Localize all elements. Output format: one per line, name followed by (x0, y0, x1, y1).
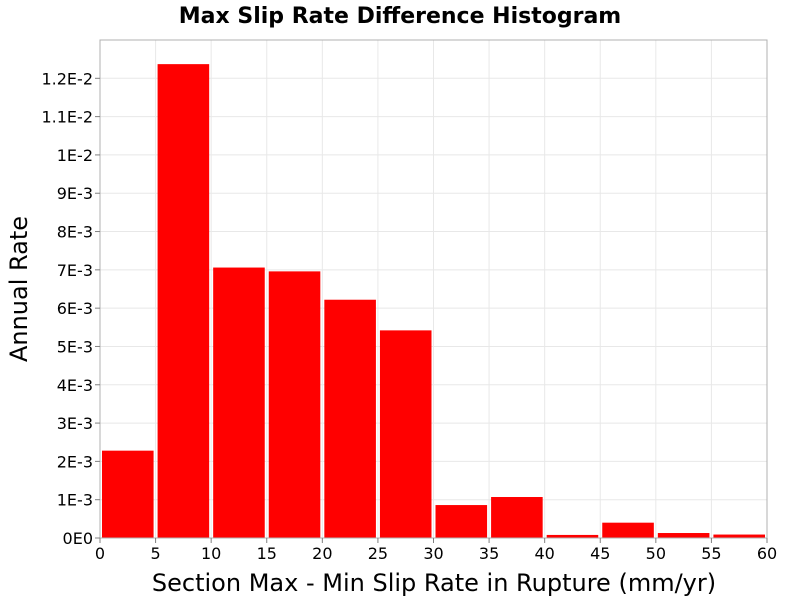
x-tick-label: 30 (423, 544, 443, 563)
histogram-bar (435, 505, 488, 538)
y-tick-label: 7E-3 (57, 261, 93, 280)
y-tick-label: 1E-3 (57, 491, 93, 510)
y-tick-label: 4E-3 (57, 376, 93, 395)
x-tick-label: 55 (701, 544, 721, 563)
x-tick-label: 5 (150, 544, 160, 563)
histogram-bar (213, 267, 265, 538)
y-tick-label: 3E-3 (57, 414, 93, 433)
x-tick-label: 20 (312, 544, 332, 563)
y-axis-label: Annual Rate (5, 216, 33, 362)
x-tick-label: 10 (201, 544, 221, 563)
histogram-bar (602, 522, 654, 538)
histogram-bar (324, 299, 376, 538)
y-tick-label: 1.1E-2 (41, 108, 93, 127)
chart-title: Max Slip Rate Difference Histogram (179, 4, 621, 29)
y-tick-label: 6E-3 (57, 299, 93, 318)
y-axis-ticks: 0E0 1E-3 2E-3 3E-3 4E-3 5E-3 6E-3 7E-3 8E-3 9E-3 1… (41, 69, 100, 548)
x-tick-label: 45 (590, 544, 610, 563)
histogram-bar (713, 534, 765, 538)
histogram-bar (102, 450, 154, 538)
y-tick-label: 1E-2 (57, 146, 93, 165)
histogram-bar (657, 533, 710, 538)
x-axis-label: Section Max - Min Slip Rate in Rupture (… (152, 569, 716, 597)
y-tick-label: 1.2E-2 (41, 69, 93, 88)
histogram-bars (102, 64, 765, 538)
x-tick-label: 50 (646, 544, 666, 563)
x-tick-label: 15 (257, 544, 277, 563)
x-axis-ticks: 0 5 10 15 20 25 30 35 40 45 50 55 60 (95, 538, 777, 563)
x-tick-label: 40 (534, 544, 554, 563)
histogram-bar (268, 271, 321, 538)
grid-lines (99, 40, 768, 539)
histogram-bar (157, 64, 210, 538)
x-tick-label: 0 (95, 544, 105, 563)
histogram-bar (379, 330, 432, 538)
x-tick-label: 35 (479, 544, 499, 563)
y-tick-label: 5E-3 (57, 337, 93, 356)
y-tick-label: 2E-3 (57, 452, 93, 471)
x-tick-label: 60 (757, 544, 777, 563)
y-tick-label: 0E0 (63, 529, 93, 548)
histogram-bar (491, 497, 543, 538)
x-tick-label: 25 (368, 544, 388, 563)
y-tick-label: 9E-3 (57, 184, 93, 203)
y-tick-label: 8E-3 (57, 223, 93, 242)
histogram-bar (546, 534, 599, 538)
